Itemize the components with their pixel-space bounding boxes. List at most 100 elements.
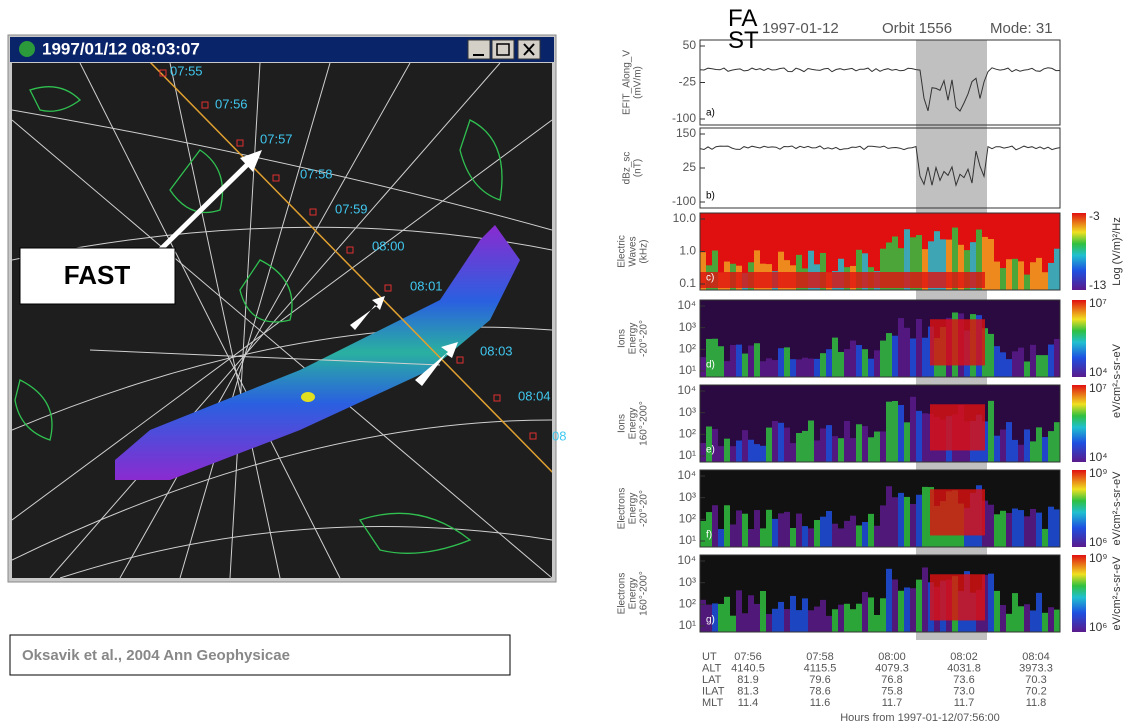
spectrogram-column [760, 528, 766, 547]
spectrogram-column [808, 421, 814, 462]
table-cell: 08:04 [1022, 651, 1050, 663]
spectrogram-column [874, 350, 880, 377]
spectrogram-column [844, 421, 850, 462]
spectrogram-column [892, 336, 898, 377]
table-cell: 4079.3 [875, 662, 909, 674]
spectrogram [700, 555, 1060, 632]
orbit: Orbit 1556 [882, 20, 952, 37]
spectrogram-column [1036, 258, 1042, 290]
spectrogram-column [1054, 610, 1060, 632]
spectrogram-column [802, 358, 808, 377]
y-tick-label: 10¹ [679, 363, 696, 377]
y-tick-label: 50 [683, 38, 697, 52]
spectrogram-column [910, 338, 916, 377]
spectrogram-column [1048, 345, 1054, 377]
spectrogram-column [820, 428, 826, 462]
spectrogram-column [736, 590, 742, 632]
colorbar-label: 10⁷ [1089, 381, 1107, 395]
spectrogram-column [880, 341, 886, 377]
colorbar [1072, 385, 1086, 462]
orbit-label: 08:03 [480, 343, 513, 358]
spectrogram-column [838, 352, 844, 377]
spectrogram-column [1018, 510, 1024, 547]
spectrogram-column [910, 397, 916, 462]
spectrogram-column [772, 421, 778, 462]
spectrogram-column [874, 615, 880, 632]
spectrogram-column [844, 349, 850, 377]
spectrogram-column [796, 433, 802, 462]
spectrogram [700, 300, 1060, 377]
spectrogram-column [874, 526, 880, 547]
orbit-label: 08:01 [410, 278, 443, 293]
spectrogram-column [862, 592, 868, 632]
spectrogram-column [1042, 613, 1048, 632]
spectrogram-column [832, 609, 838, 632]
colorbar-label: 10⁷ [1089, 296, 1107, 310]
spectrogram-column [844, 521, 850, 547]
spectrogram-column [880, 598, 886, 632]
spectrogram-column [820, 353, 826, 377]
y-tick-label: 0.1 [679, 276, 696, 290]
spectrogram-column [796, 359, 802, 377]
table-cell: 76.8 [881, 674, 902, 686]
date: 1997-01-12 [762, 20, 839, 37]
spectrogram-column [718, 529, 724, 547]
minimize-button[interactable] [468, 40, 490, 59]
spectrogram-burst [930, 574, 985, 620]
spectrogram-column [718, 446, 724, 462]
y-tick-label: 10.0 [673, 211, 697, 225]
colorbar [1072, 300, 1086, 377]
caption: Oksavik et al., 2004 Ann Geophysicae [22, 647, 290, 664]
panel-letter: c) [706, 273, 714, 284]
spectrogram-column [910, 588, 916, 632]
spectrogram-column [772, 519, 778, 547]
panel-letter: a) [706, 108, 715, 119]
colorbar-unit: eV/cm²-s-sr-eV [1111, 471, 1123, 546]
colorbar [1072, 213, 1086, 290]
spectrogram-column [736, 440, 742, 462]
spectrogram-column [898, 405, 904, 462]
spectrogram-column [1024, 516, 1030, 547]
maximize-button[interactable] [492, 40, 514, 59]
table-cell: 73.6 [953, 674, 974, 686]
y-tick-label: 10⁴ [677, 383, 696, 397]
y-axis-label: Energy [628, 323, 639, 355]
spectrogram-column [790, 443, 796, 462]
panel-letter: d) [706, 360, 715, 371]
figure: 1997/01/12 08:03:07 [0, 0, 1129, 727]
spectrogram-column [1048, 607, 1054, 632]
spectrogram-column [898, 493, 904, 547]
y-axis-label: Electrons [617, 488, 628, 530]
spectrogram-column [1036, 593, 1042, 632]
spectrogram-column [754, 343, 760, 377]
spectrogram-column [994, 514, 1000, 547]
y-tick-label: 10² [679, 427, 696, 441]
spectrogram-burst [700, 272, 985, 288]
spectrogram-column [844, 604, 850, 632]
spectrogram-column [1012, 509, 1018, 547]
table-cell: 08:02 [950, 651, 978, 663]
spectrogram-column [766, 358, 772, 377]
spectrogram-column [748, 529, 754, 547]
colorbar-label: -3 [1089, 209, 1100, 223]
colorbar-label: 10⁹ [1089, 551, 1108, 565]
spectrogram-column [1000, 352, 1006, 377]
spectrogram-column [802, 598, 808, 632]
row-label: ILAT [702, 685, 725, 697]
spectrogram-column [862, 349, 868, 377]
spectrogram-column [886, 333, 892, 377]
spectrogram-column [754, 444, 760, 462]
spectrogram-column [712, 505, 718, 547]
spectrogram-column [730, 446, 736, 462]
spectrogram-column [904, 497, 910, 547]
spectrogram-column [886, 486, 892, 547]
y-tick-label: 10⁴ [677, 468, 696, 482]
spectrogram-column [850, 438, 856, 462]
table-cell: 11.7 [954, 697, 975, 709]
spectrogram-column [814, 440, 820, 462]
y-tick-label: 10³ [679, 575, 696, 589]
spectrogram-column [910, 504, 916, 547]
spectrogram-column [766, 428, 772, 462]
spectrogram-column [880, 505, 886, 547]
y-axis-label: Energy [628, 408, 639, 440]
